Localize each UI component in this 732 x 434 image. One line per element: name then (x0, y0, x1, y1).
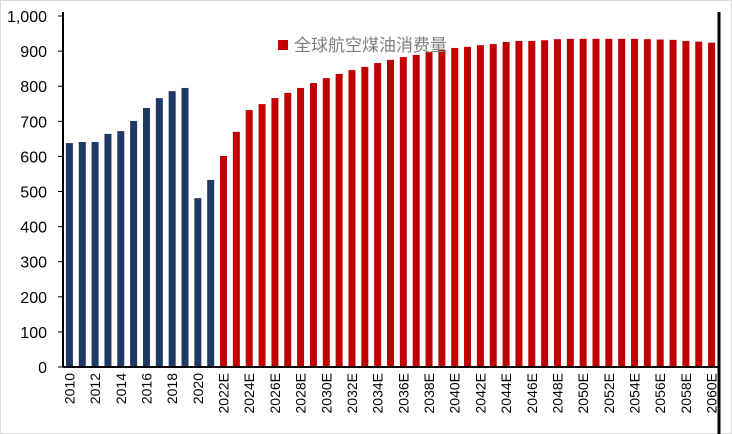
bar (489, 44, 497, 368)
x-tick-label: 2010 (61, 373, 77, 404)
bar (207, 179, 215, 367)
bar (78, 142, 86, 367)
y-tick-label: 200 (20, 290, 47, 307)
bar (142, 107, 150, 367)
bar (399, 57, 407, 367)
bar (335, 73, 343, 367)
bar (181, 87, 189, 367)
x-tick-label: 2060E (704, 373, 720, 413)
bar (553, 39, 561, 367)
bar (412, 54, 420, 367)
legend-label: 全球航空煤油消费量 (294, 36, 447, 55)
bar (194, 198, 202, 367)
bar (656, 39, 664, 367)
bar (271, 98, 279, 367)
x-tick-label: 2052E (601, 373, 617, 413)
x-tick-label: 2058E (678, 373, 694, 413)
x-tick-label: 2028E (293, 373, 309, 413)
bar (361, 66, 369, 368)
x-tick-label: 2040E (447, 373, 463, 413)
bar (387, 59, 394, 367)
x-tick-label: 2024E (241, 373, 257, 413)
bar (528, 40, 536, 368)
bar (258, 104, 266, 367)
bar (476, 45, 484, 368)
bar (579, 38, 587, 367)
y-tick-label: 500 (20, 185, 47, 202)
bar (232, 131, 240, 367)
x-tick-label: 2022E (216, 373, 232, 413)
x-tick-label: 2046E (524, 373, 540, 413)
x-tick-label: 2020 (190, 373, 206, 404)
y-tick-label: 800 (20, 79, 47, 96)
x-tick-label: 2048E (549, 373, 565, 413)
bar (592, 38, 600, 367)
x-tick-label: 2036E (395, 373, 411, 413)
bar (708, 42, 716, 368)
bar (515, 40, 523, 368)
bar (309, 83, 317, 367)
y-tick-label: 300 (20, 255, 47, 272)
bar (631, 38, 639, 367)
x-tick-label: 2018 (164, 373, 180, 404)
bar (451, 47, 459, 367)
x-tick-label: 2016 (138, 373, 154, 404)
x-tick-label: 2054E (627, 373, 643, 413)
bar (682, 40, 690, 368)
bar (464, 46, 472, 367)
bar (695, 41, 703, 368)
bar (541, 40, 549, 368)
y-tick-label: 100 (20, 325, 47, 342)
y-tick-label: 900 (20, 44, 47, 61)
x-tick-label: 2038E (421, 373, 437, 413)
y-tick-label: 600 (20, 149, 47, 166)
x-tick-label: 2014 (113, 373, 129, 404)
bar (605, 38, 613, 367)
bar (643, 39, 651, 367)
x-tick-label: 2050E (575, 373, 591, 413)
bar (220, 156, 228, 367)
bar (168, 91, 176, 367)
x-tick-label: 2042E (472, 373, 488, 413)
y-tick-label: 1,000 (7, 9, 47, 26)
x-tick-label: 2030E (318, 373, 334, 413)
bar (425, 52, 433, 367)
bar (104, 133, 112, 367)
bar (65, 143, 73, 367)
bar (374, 63, 382, 368)
x-tick-label: 2012 (87, 373, 103, 404)
y-tick-label: 400 (20, 220, 47, 237)
bar (566, 38, 574, 367)
bar (117, 131, 125, 367)
bar (502, 41, 510, 367)
legend-swatch (278, 40, 288, 50)
y-tick-label: 0 (38, 360, 47, 377)
bar (438, 50, 446, 368)
bar (284, 92, 292, 367)
bar (322, 78, 330, 367)
x-tick-label: 2026E (267, 373, 283, 413)
bar (669, 39, 677, 367)
x-tick-label: 2034E (370, 373, 386, 413)
bar (618, 38, 626, 367)
bar (130, 120, 138, 367)
x-tick-label: 2044E (498, 373, 514, 413)
x-tick-label: 2056E (652, 373, 668, 413)
bar (297, 87, 305, 367)
y-tick-label: 700 (20, 114, 47, 131)
x-tick-label: 2032E (344, 373, 360, 413)
bar (91, 142, 99, 367)
bar (348, 70, 356, 367)
bar (245, 110, 253, 368)
bar (155, 98, 163, 367)
